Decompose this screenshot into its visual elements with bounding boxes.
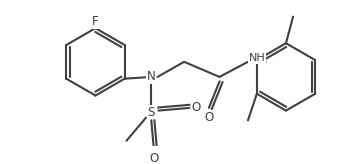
Text: O: O bbox=[192, 101, 201, 114]
Text: N: N bbox=[147, 70, 156, 83]
Text: O: O bbox=[204, 111, 213, 124]
Text: NH: NH bbox=[249, 53, 265, 63]
Text: S: S bbox=[148, 106, 155, 119]
Text: F: F bbox=[92, 15, 99, 29]
Text: O: O bbox=[149, 152, 159, 164]
